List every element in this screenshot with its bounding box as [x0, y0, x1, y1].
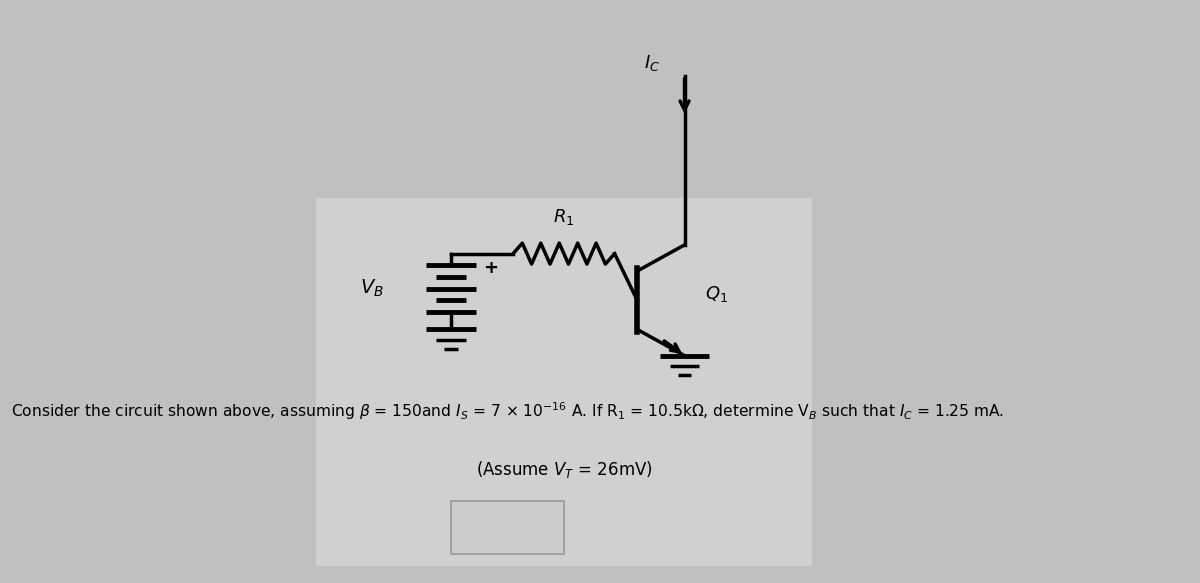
Text: ↕: ↕	[502, 520, 514, 535]
Text: $V_B$: $V_B$	[360, 278, 384, 299]
Text: +: +	[482, 259, 498, 277]
Text: $Q_1$: $Q_1$	[704, 285, 728, 304]
Text: $R_1$: $R_1$	[553, 208, 575, 227]
Text: Consider the circuit shown above, assuming $\beta$ = 150and $I_S$ = 7 $\times$ 1: Consider the circuit shown above, assumi…	[11, 400, 1004, 422]
FancyBboxPatch shape	[316, 198, 812, 566]
Text: (Assume $V_T$ = 26mV): (Assume $V_T$ = 26mV)	[475, 459, 653, 480]
Text: $I_C$: $I_C$	[643, 53, 660, 73]
FancyBboxPatch shape	[451, 501, 564, 554]
